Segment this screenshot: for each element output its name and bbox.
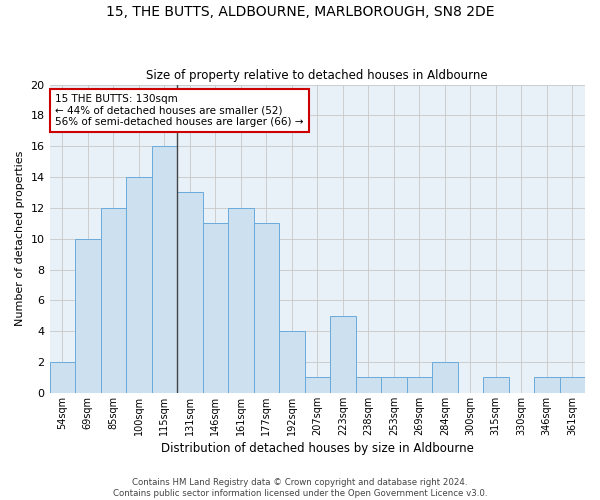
Bar xyxy=(177,192,203,393)
Bar xyxy=(356,378,381,393)
Bar xyxy=(152,146,177,393)
Bar xyxy=(126,177,152,393)
Bar xyxy=(432,362,458,393)
Bar xyxy=(254,224,279,393)
Title: Size of property relative to detached houses in Aldbourne: Size of property relative to detached ho… xyxy=(146,69,488,82)
X-axis label: Distribution of detached houses by size in Aldbourne: Distribution of detached houses by size … xyxy=(161,442,474,455)
Text: 15, THE BUTTS, ALDBOURNE, MARLBOROUGH, SN8 2DE: 15, THE BUTTS, ALDBOURNE, MARLBOROUGH, S… xyxy=(106,5,494,19)
Bar xyxy=(101,208,126,393)
Text: Contains HM Land Registry data © Crown copyright and database right 2024.
Contai: Contains HM Land Registry data © Crown c… xyxy=(113,478,487,498)
Bar xyxy=(75,238,101,393)
Bar xyxy=(407,378,432,393)
Bar xyxy=(330,316,356,393)
Bar xyxy=(560,378,585,393)
Bar xyxy=(279,331,305,393)
Bar xyxy=(203,224,228,393)
Bar xyxy=(381,378,407,393)
Bar xyxy=(228,208,254,393)
Text: 15 THE BUTTS: 130sqm
← 44% of detached houses are smaller (52)
56% of semi-detac: 15 THE BUTTS: 130sqm ← 44% of detached h… xyxy=(55,94,304,127)
Bar xyxy=(305,378,330,393)
Bar xyxy=(50,362,75,393)
Bar xyxy=(483,378,509,393)
Bar xyxy=(534,378,560,393)
Y-axis label: Number of detached properties: Number of detached properties xyxy=(15,151,25,326)
